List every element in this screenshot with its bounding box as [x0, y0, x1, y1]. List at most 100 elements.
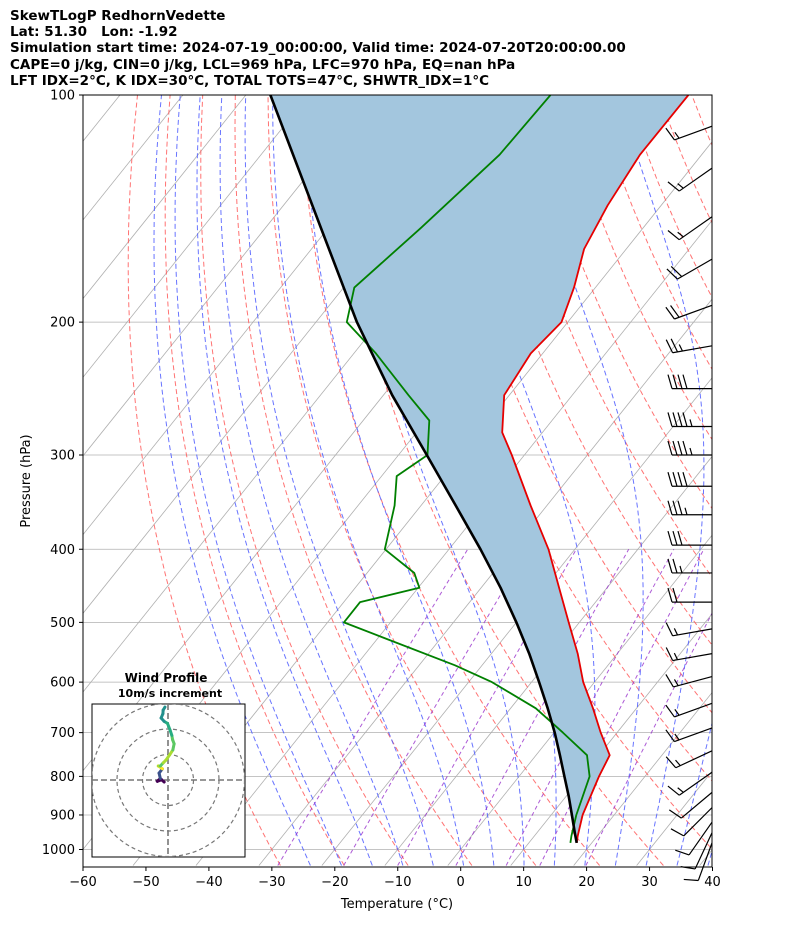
- dry-adiabat: [560, 95, 712, 441]
- dry-adiabat: [528, 95, 712, 510]
- moist-adiabat: [519, 95, 644, 866]
- hodograph-segment: [161, 705, 167, 712]
- isotherm-line: [83, 95, 310, 378]
- wind-barb: [665, 727, 713, 743]
- x-tick-label: 40: [704, 875, 721, 890]
- moist-adiabat: [196, 95, 373, 866]
- dry-adiabat: [332, 95, 664, 866]
- wind-barbs: [665, 125, 713, 882]
- wind-barb: [667, 558, 712, 574]
- y-tick-label: 600: [50, 676, 75, 691]
- x-tick-label: 10: [515, 875, 532, 890]
- wind-barb: [667, 500, 712, 516]
- dewpoint-line: [342, 95, 591, 844]
- dry-adiabat: [724, 95, 794, 866]
- x-tick-label: 0: [457, 875, 465, 890]
- index-line: LFT IDX=2°C, K IDX=30°C, TOTAL TOTS=47°C…: [10, 72, 490, 89]
- wind-barb: [675, 821, 713, 856]
- isotherm-line: [447, 534, 712, 866]
- moist-adiabat: [618, 95, 705, 866]
- isotherm-line: [699, 849, 712, 866]
- y-axis-label: Pressure (hPa): [19, 434, 34, 527]
- cape-fill-area: [270, 95, 689, 843]
- x-tick-label: 20: [578, 875, 595, 890]
- wind-barb: [680, 832, 713, 870]
- dry-adiabat: [658, 95, 712, 224]
- dry-adiabat: [267, 95, 537, 866]
- moist-adiabat: [445, 95, 596, 866]
- dry-adiabat: [200, 95, 409, 866]
- x-tick-label: −10: [384, 875, 411, 890]
- dry-adiabat: [397, 95, 712, 782]
- time-line: Simulation start time: 2024-07-19_00:00:…: [10, 40, 626, 57]
- moist-adiabat: [707, 849, 712, 866]
- chart-header: SkewTLogP RedhornVedette Lat: 51.30 Lon:…: [10, 8, 626, 89]
- wind-barb: [667, 530, 712, 546]
- wind-barb: [668, 791, 713, 819]
- isotherm-line: [321, 377, 712, 866]
- hodograph-title: Wind Profile: [125, 671, 208, 685]
- wind-barb: [667, 472, 712, 487]
- isotherm-line: [83, 95, 247, 300]
- dry-adiabat: [790, 95, 794, 866]
- wind-barb: [666, 258, 713, 280]
- wind-barb: [667, 412, 712, 428]
- hodograph-inset: Wind Profile 10m/s increment: [91, 671, 246, 858]
- y-tick-label: 300: [50, 448, 75, 463]
- isotherm-line: [258, 298, 712, 866]
- moist-adiabat: [244, 95, 434, 866]
- dry-adiabat: [234, 95, 473, 866]
- axes: −60 −50 −40 −30 −20 −10 0 10 20 30 40 1000 900 800 700…: [42, 89, 721, 891]
- wind-barb: [667, 216, 713, 241]
- wind-barb: [665, 702, 713, 718]
- wind-barb: [667, 440, 712, 456]
- isotherm-line: [83, 95, 373, 457]
- wind-barb: [667, 771, 713, 796]
- y-tick-label: 500: [50, 616, 75, 631]
- y-tick-label: 700: [50, 726, 75, 741]
- moist-adiabat: [303, 95, 495, 866]
- moist-adiabat: [174, 95, 342, 866]
- dry-adiabat: [757, 95, 794, 866]
- x-tick-label: −40: [195, 875, 222, 890]
- hodograph-subtitle: 10m/s increment: [118, 687, 222, 700]
- wind-barb: [665, 304, 713, 320]
- mixing-ratio-line: [343, 549, 528, 866]
- isotherm-line: [510, 613, 712, 866]
- hodograph-ring: [92, 704, 245, 857]
- temperature-line: [501, 95, 690, 844]
- location-line: Lat: 51.30 Lon: -1.92: [10, 24, 178, 41]
- wind-barb: [665, 750, 713, 769]
- x-tick-label: −20: [321, 875, 348, 890]
- y-tick-label: 800: [50, 770, 75, 785]
- wind-barb: [670, 807, 713, 837]
- wind-barb: [665, 622, 713, 637]
- dry-adiabat: [691, 95, 712, 147]
- isotherm-line: [636, 770, 712, 866]
- chart-title: SkewTLogP RedhornVedette: [10, 8, 226, 24]
- y-tick-label: 1000: [42, 843, 75, 858]
- dry-adiabat: [164, 95, 345, 866]
- dry-adiabat: [626, 95, 712, 299]
- x-axis-label: Temperature (°C): [340, 897, 453, 912]
- cin-shading: [270, 95, 689, 843]
- wind-barb: [665, 674, 713, 688]
- dry-adiabat: [463, 95, 712, 646]
- x-tick-label: −50: [132, 875, 159, 890]
- wind-barb: [667, 374, 712, 390]
- moist-adiabat: [341, 95, 525, 866]
- mixing-ratio-line: [277, 549, 469, 866]
- x-tick-label: −30: [258, 875, 285, 890]
- mixing-ratio-line: [585, 612, 712, 866]
- moist-adiabat: [219, 95, 404, 866]
- wind-barb: [667, 587, 712, 603]
- wind-barb: [665, 647, 713, 662]
- wind-barb: [665, 338, 713, 354]
- hodograph-plot: [92, 704, 245, 857]
- dry-adiabat: [127, 95, 281, 866]
- dry-adiabat: [430, 95, 712, 714]
- wind-barb: [665, 125, 713, 141]
- wind-barb: [667, 167, 713, 192]
- y-tick-label: 100: [50, 89, 75, 104]
